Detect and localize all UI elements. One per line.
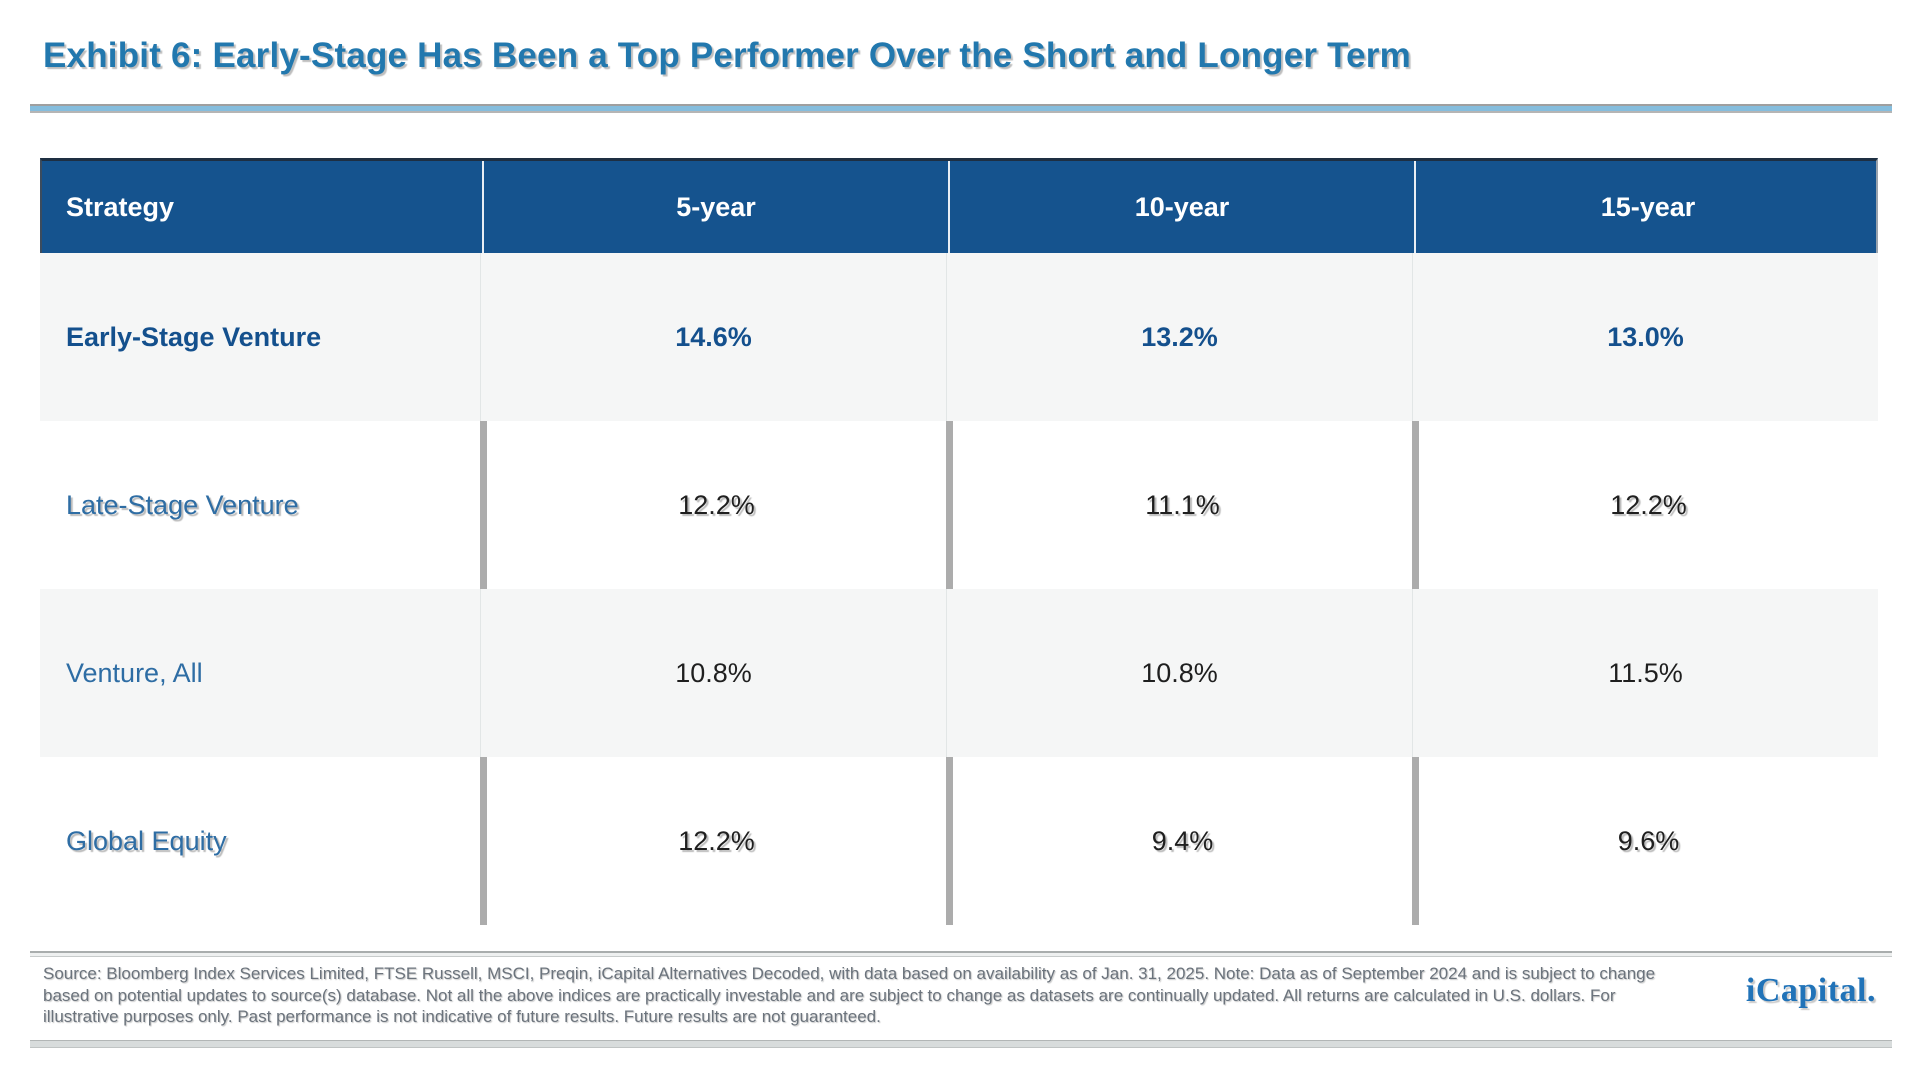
return-value-cell: 12.2% bbox=[480, 421, 946, 589]
bottom-border-bar bbox=[30, 1040, 1892, 1048]
table-row: Venture, All 10.8% 10.8% 11.5% bbox=[40, 589, 1878, 757]
return-value-cell: 14.6% bbox=[480, 253, 946, 421]
page-title: Exhibit 6: Early-Stage Has Been a Top Pe… bbox=[43, 36, 1411, 75]
column-header-strategy: Strategy bbox=[66, 191, 175, 222]
return-value-cell: 13.0% bbox=[1412, 253, 1878, 421]
return-value-cell: 12.2% bbox=[480, 757, 946, 925]
table-row: Early-Stage Venture 14.6% 13.2% 13.0% bbox=[40, 253, 1878, 421]
return-value-cell: 11.1% bbox=[946, 421, 1412, 589]
return-value-cell: 13.2% bbox=[946, 253, 1412, 421]
strategy-label: Venture, All bbox=[66, 657, 203, 688]
strategy-label: Early-Stage Venture bbox=[66, 321, 322, 352]
return-value-cell: 11.5% bbox=[1412, 589, 1878, 757]
strategy-label: Global Equity bbox=[66, 825, 227, 856]
return-value-cell: 9.4% bbox=[946, 757, 1412, 925]
icapital-logo: iCapital. bbox=[1745, 972, 1876, 1009]
table-row: Late-Stage Venture 12.2% 11.1% 12.2% bbox=[40, 421, 1878, 589]
return-value-cell: 9.6% bbox=[1412, 757, 1878, 925]
title-underline-rule bbox=[30, 104, 1892, 113]
return-value-cell: 10.8% bbox=[480, 589, 946, 757]
table-header-row: Strategy 5-year 10-year 15-year bbox=[40, 158, 1878, 253]
footer-separator-line bbox=[30, 951, 1892, 957]
column-header-15-year: 15-year bbox=[1414, 161, 1880, 253]
return-value-cell: 10.8% bbox=[946, 589, 1412, 757]
table-row: Global Equity 12.2% 9.4% 9.6% bbox=[40, 757, 1878, 925]
column-header-5-year: 5-year bbox=[482, 161, 948, 253]
return-value-cell: 12.2% bbox=[1412, 421, 1878, 589]
column-header-10-year: 10-year bbox=[948, 161, 1414, 253]
source-footnote: Source: Bloomberg Index Services Limited… bbox=[43, 964, 1656, 1026]
strategy-label: Late-Stage Venture bbox=[66, 489, 299, 520]
performance-table: Strategy 5-year 10-year 15-year Early-Stage… bbox=[40, 158, 1878, 925]
